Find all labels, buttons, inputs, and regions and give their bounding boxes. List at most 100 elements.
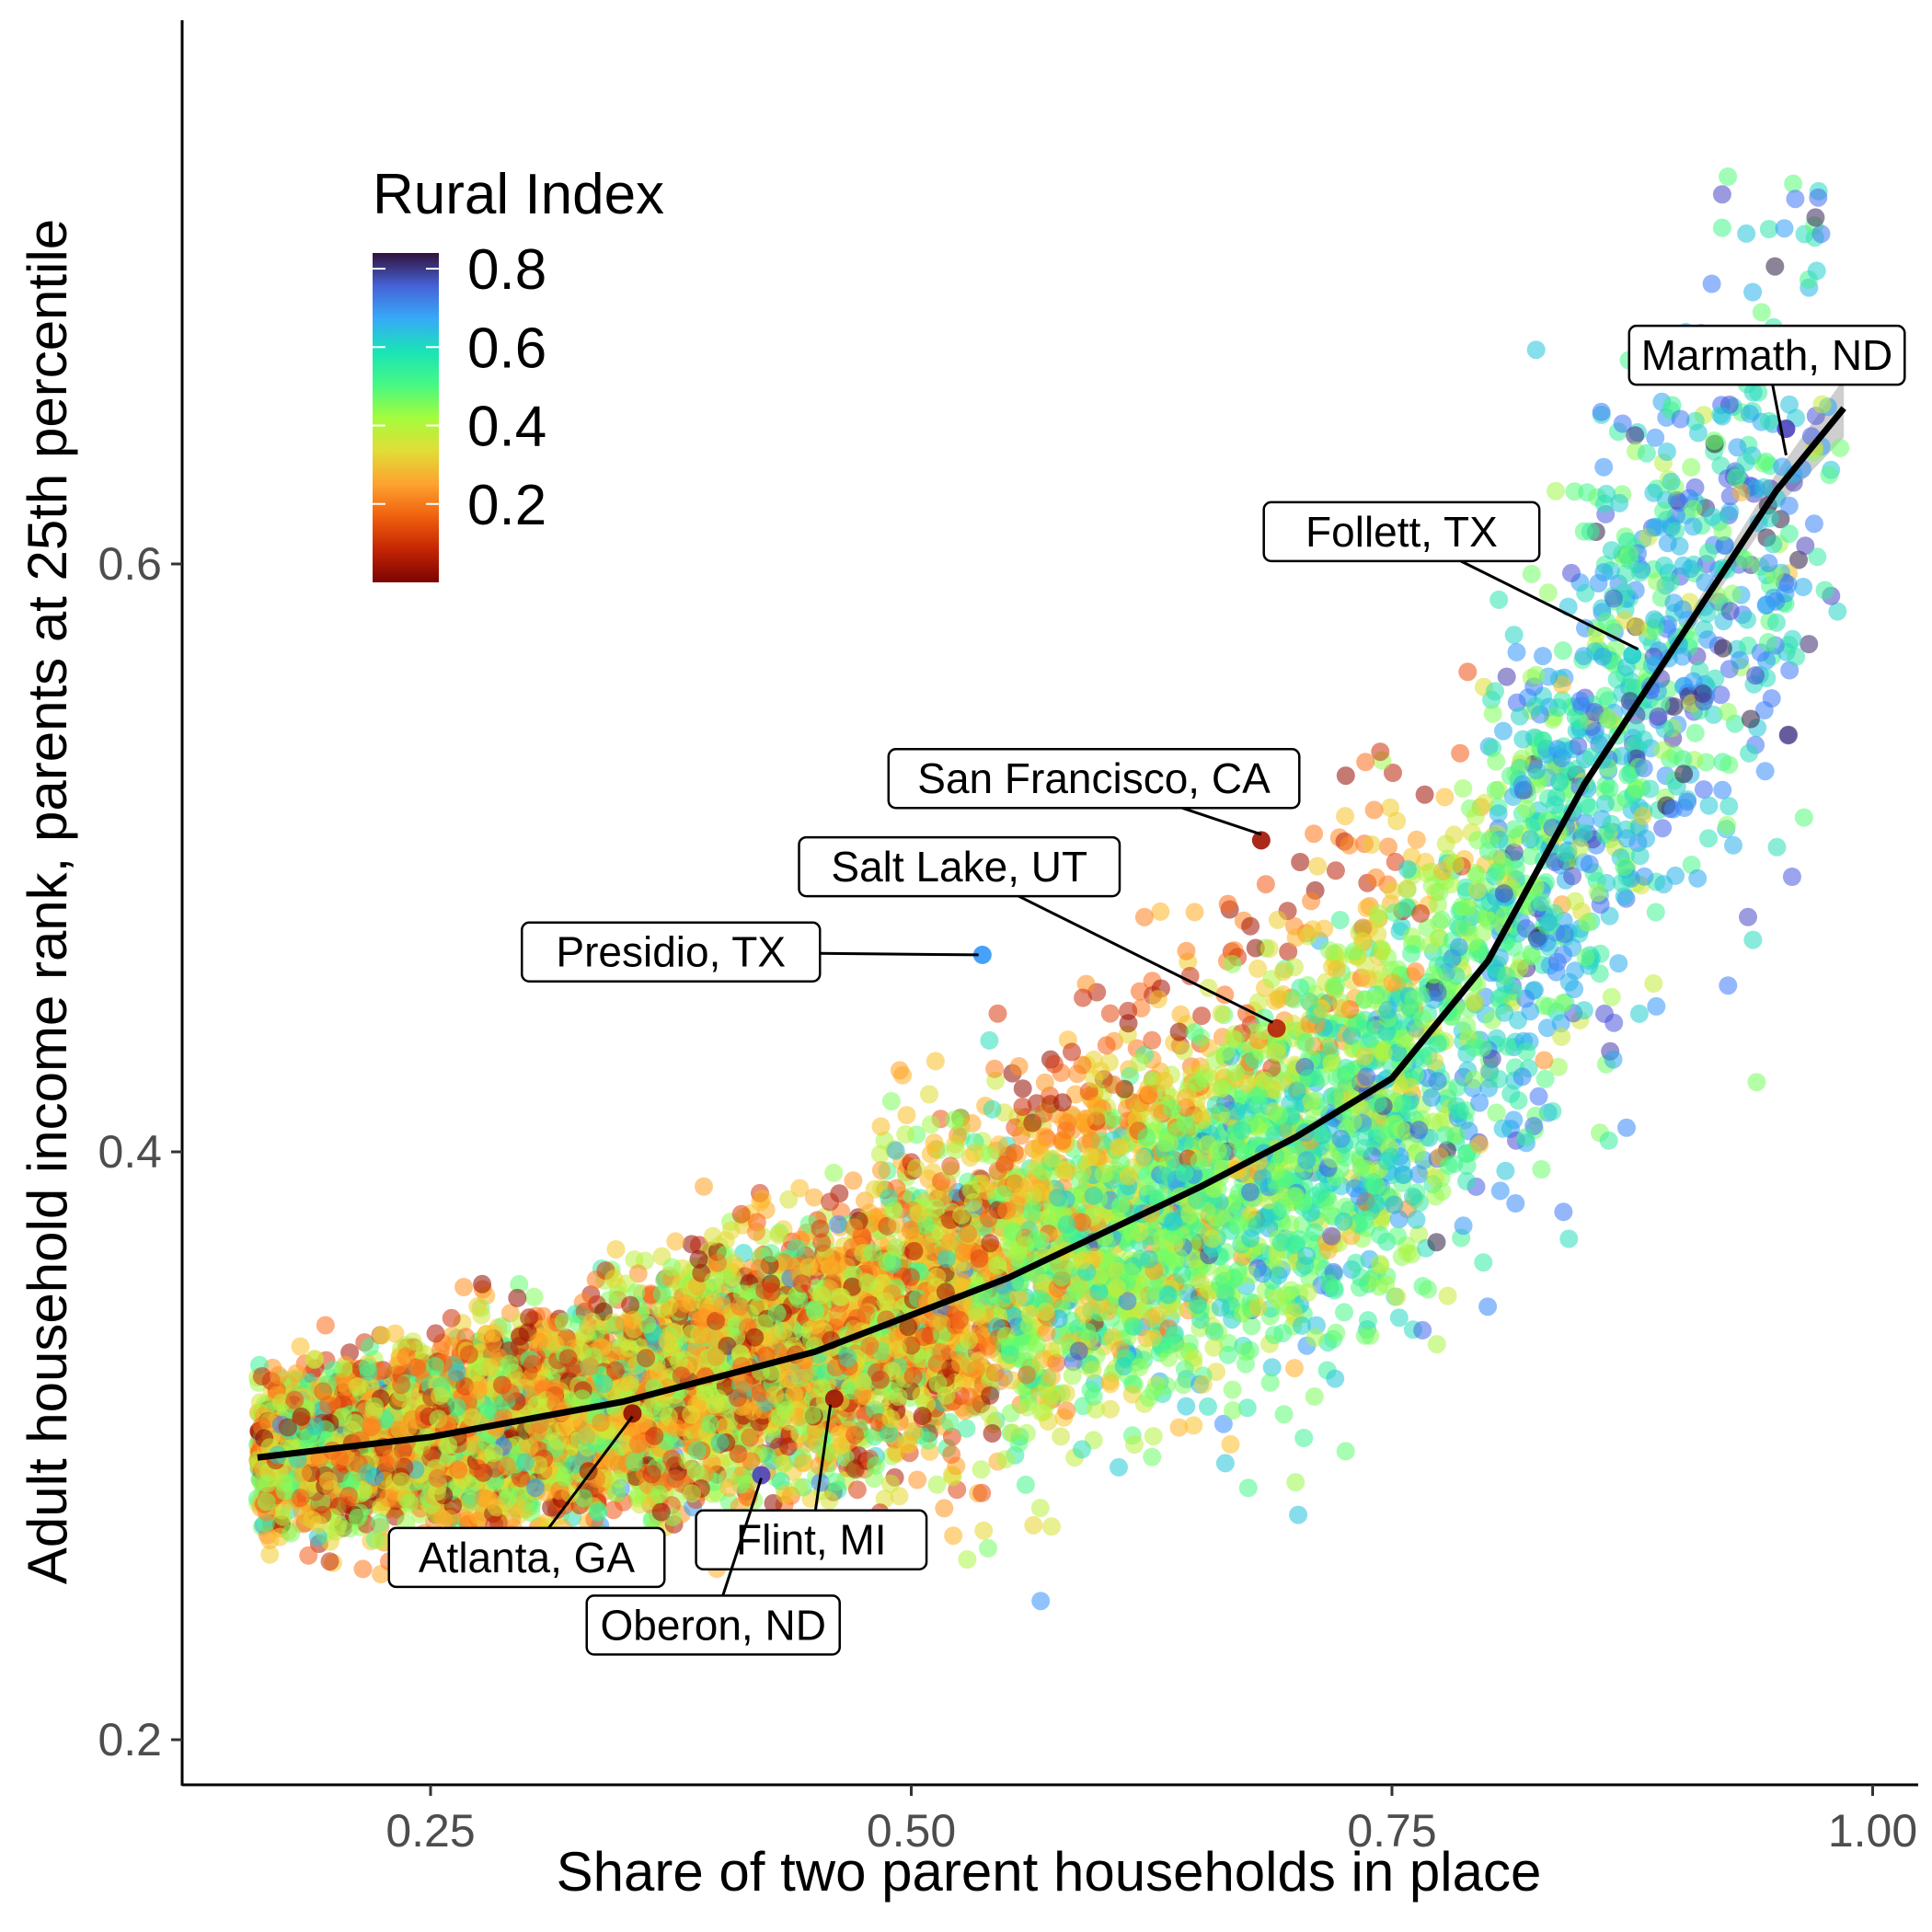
scatter-point (1653, 819, 1673, 838)
scatter-point (1483, 704, 1502, 723)
scatter-point (1383, 881, 1402, 901)
scatter-point (1013, 1079, 1032, 1098)
scatter-point (1539, 997, 1558, 1016)
scatter-point (1305, 824, 1324, 844)
scatter-point (983, 1099, 1002, 1119)
scatter-point (524, 1287, 544, 1306)
scatter-point (1719, 167, 1738, 186)
scatter-point (1782, 868, 1801, 886)
scatter-point (1765, 257, 1785, 276)
scatter-point (1789, 550, 1808, 569)
scatter-point (1218, 1345, 1237, 1364)
scatter-point (1174, 1375, 1193, 1395)
scatter-point (1688, 868, 1708, 888)
scatter-point (1042, 1517, 1061, 1536)
scatter-point (1755, 762, 1775, 781)
scatter-point (1076, 974, 1096, 994)
scatter-point (824, 1163, 844, 1182)
scatter-point (804, 1188, 823, 1207)
scatter-point (1646, 903, 1665, 922)
scatter-point (1534, 647, 1552, 666)
scatter-point (1599, 1131, 1618, 1150)
scatter-point (695, 1177, 713, 1196)
scatter-point (1376, 1274, 1396, 1294)
scatter-point (1248, 993, 1268, 1012)
scatter-point (1501, 1084, 1521, 1103)
scatter-point (1831, 438, 1850, 457)
scatter-point (1100, 1004, 1120, 1023)
scatter-point (1592, 402, 1611, 421)
scatter-point (1384, 764, 1402, 782)
scatter-point (1057, 1401, 1076, 1420)
scatter-point (1747, 1073, 1766, 1092)
scatter-point (1552, 675, 1571, 695)
scatter-point (1640, 779, 1660, 799)
scatter-point (1199, 1397, 1217, 1416)
scatter-point (1694, 780, 1713, 799)
scatter-point (1407, 830, 1426, 849)
scatter-point (1532, 1160, 1551, 1179)
scatter-point (442, 1308, 461, 1328)
scatter-point (1398, 859, 1418, 879)
scatter-point (1270, 989, 1288, 1008)
scatter-point (1302, 891, 1321, 911)
scatter-point (1549, 1057, 1568, 1076)
scatter-point (1609, 954, 1628, 973)
scatter-point (1454, 779, 1473, 798)
scatter-point (1238, 1478, 1258, 1498)
scatter-point (1218, 894, 1237, 914)
scatter-point (1655, 556, 1674, 575)
scatter-point (353, 1559, 373, 1579)
scatter-point (1559, 1229, 1579, 1248)
scatter-point (1743, 282, 1763, 302)
scatter-point (1490, 1181, 1510, 1201)
scatter-point (1260, 1373, 1280, 1392)
scatter-point (1101, 1399, 1121, 1419)
scatter-point (972, 1460, 991, 1479)
scatter-point (1647, 996, 1666, 1016)
scatter-point (1221, 1434, 1240, 1454)
scatter-point (1779, 496, 1799, 515)
scatter-point (1336, 1197, 1355, 1216)
scatter-point (1554, 1202, 1573, 1222)
scatter-point (958, 1550, 977, 1569)
scatter-point (1289, 1505, 1308, 1524)
scatter-point (1177, 1397, 1196, 1416)
scatter-point (921, 1115, 940, 1134)
scatter-point (979, 1538, 997, 1558)
scatter-point (1268, 910, 1287, 929)
scatter-point (844, 1171, 863, 1190)
scatter-point (1506, 1194, 1525, 1213)
scatter-point (1215, 1454, 1235, 1473)
scatter-point (1602, 987, 1621, 1006)
scatter-point (926, 1052, 945, 1071)
scatter-point (316, 1316, 335, 1335)
scatter-point (1009, 1433, 1029, 1453)
scatter-point (1497, 667, 1516, 686)
scatter-point (1654, 875, 1673, 894)
scatter-point (935, 1499, 954, 1518)
scatter-point (1305, 1387, 1324, 1406)
scatter-point (1629, 1004, 1649, 1023)
scatter-point (1415, 785, 1434, 804)
scatter-point (1724, 835, 1742, 855)
scatter-point (1504, 626, 1524, 645)
scatter-point (1435, 788, 1455, 807)
scatter-point (1262, 1358, 1282, 1377)
scatter-point (1784, 174, 1803, 193)
scatter-point (1630, 563, 1650, 582)
scatter-point (1409, 1225, 1429, 1244)
scatter-point (1458, 662, 1478, 682)
scatter-point (1522, 564, 1541, 583)
scatter-point (1526, 340, 1546, 360)
scatter-point (1594, 457, 1614, 477)
scatter-point (1478, 1297, 1498, 1317)
scatter-point (1402, 944, 1420, 963)
scatter-point (1740, 743, 1759, 763)
scatter-point (1553, 641, 1572, 661)
scatter-point (1713, 638, 1732, 658)
scatter-point (1796, 536, 1815, 556)
scatter-point (1387, 1287, 1407, 1306)
scatter-point (1030, 1499, 1050, 1518)
scatter-point (1699, 796, 1719, 815)
